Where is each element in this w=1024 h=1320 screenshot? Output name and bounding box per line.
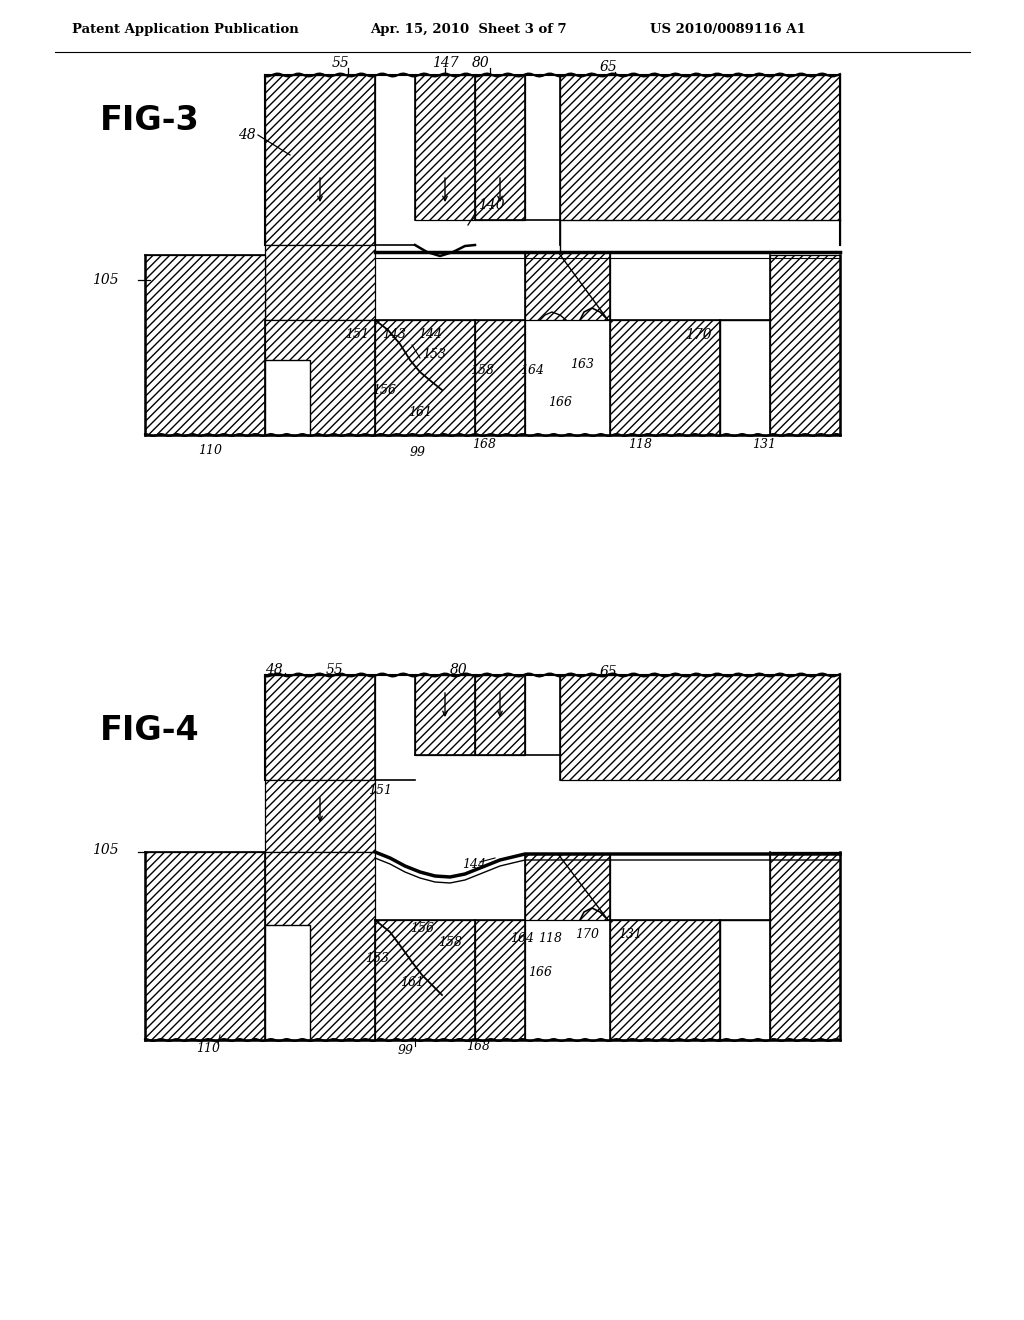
Text: 110: 110 xyxy=(198,444,222,457)
Text: 80: 80 xyxy=(472,55,489,70)
Polygon shape xyxy=(265,925,310,1040)
Text: Patent Application Publication: Patent Application Publication xyxy=(72,24,299,37)
Text: 161: 161 xyxy=(408,405,432,418)
Polygon shape xyxy=(375,920,475,1040)
Text: US 2010/0089116 A1: US 2010/0089116 A1 xyxy=(650,24,806,37)
Text: FIG-3: FIG-3 xyxy=(100,103,200,136)
Text: 131: 131 xyxy=(618,928,642,941)
Text: 151: 151 xyxy=(368,784,392,796)
Polygon shape xyxy=(475,75,525,220)
Text: 55: 55 xyxy=(326,663,344,677)
Text: 147: 147 xyxy=(432,55,459,70)
Polygon shape xyxy=(265,675,375,780)
Polygon shape xyxy=(265,360,310,436)
Text: 170: 170 xyxy=(575,928,599,941)
Text: 140: 140 xyxy=(478,198,505,213)
Text: 166: 166 xyxy=(548,396,572,408)
Text: 55: 55 xyxy=(332,55,350,70)
Text: 143: 143 xyxy=(382,329,406,342)
Text: FIG-4: FIG-4 xyxy=(100,714,200,747)
Polygon shape xyxy=(145,851,265,1040)
Text: 166: 166 xyxy=(528,965,552,978)
Polygon shape xyxy=(415,75,475,220)
Polygon shape xyxy=(475,319,525,436)
Text: 144: 144 xyxy=(418,329,442,342)
Polygon shape xyxy=(610,319,720,436)
Text: 156: 156 xyxy=(410,921,434,935)
Polygon shape xyxy=(560,220,840,252)
Text: 170: 170 xyxy=(685,327,712,342)
Text: 118: 118 xyxy=(628,437,652,450)
Polygon shape xyxy=(770,851,840,1040)
Polygon shape xyxy=(525,854,610,920)
Polygon shape xyxy=(475,675,525,755)
Text: 99: 99 xyxy=(398,1044,414,1056)
Polygon shape xyxy=(720,319,770,436)
Text: 48: 48 xyxy=(265,663,283,677)
Polygon shape xyxy=(610,920,720,1040)
Polygon shape xyxy=(265,851,375,1040)
Polygon shape xyxy=(525,252,610,319)
Text: 105: 105 xyxy=(92,843,119,857)
Text: Apr. 15, 2010  Sheet 3 of 7: Apr. 15, 2010 Sheet 3 of 7 xyxy=(370,24,566,37)
Text: 65: 65 xyxy=(600,665,617,678)
Text: 164: 164 xyxy=(520,363,544,376)
Text: 163: 163 xyxy=(570,359,594,371)
Polygon shape xyxy=(415,675,475,755)
Text: 153: 153 xyxy=(422,348,446,362)
Text: 131: 131 xyxy=(752,437,776,450)
Polygon shape xyxy=(770,255,840,436)
Text: 118: 118 xyxy=(538,932,562,945)
Text: 65: 65 xyxy=(600,59,617,74)
Polygon shape xyxy=(265,246,375,319)
Polygon shape xyxy=(560,675,840,780)
Text: 144: 144 xyxy=(462,858,486,870)
Polygon shape xyxy=(475,920,525,1040)
Text: 110: 110 xyxy=(196,1041,220,1055)
Text: 80: 80 xyxy=(450,663,468,677)
Text: 99: 99 xyxy=(410,446,426,458)
Text: 164: 164 xyxy=(510,932,534,945)
Text: 156: 156 xyxy=(372,384,396,396)
Polygon shape xyxy=(265,319,375,436)
Polygon shape xyxy=(265,75,375,246)
Text: 158: 158 xyxy=(470,363,494,376)
Text: 158: 158 xyxy=(438,936,462,949)
Text: 48: 48 xyxy=(238,128,256,143)
Text: 151: 151 xyxy=(345,329,369,342)
Text: 105: 105 xyxy=(92,273,119,286)
Polygon shape xyxy=(375,319,475,436)
Text: 168: 168 xyxy=(472,437,496,450)
Text: 168: 168 xyxy=(466,1040,490,1052)
Polygon shape xyxy=(265,780,375,851)
Text: 161: 161 xyxy=(400,975,424,989)
Polygon shape xyxy=(560,75,840,246)
Polygon shape xyxy=(720,920,770,1040)
Polygon shape xyxy=(145,255,265,436)
Text: 153: 153 xyxy=(365,952,389,965)
